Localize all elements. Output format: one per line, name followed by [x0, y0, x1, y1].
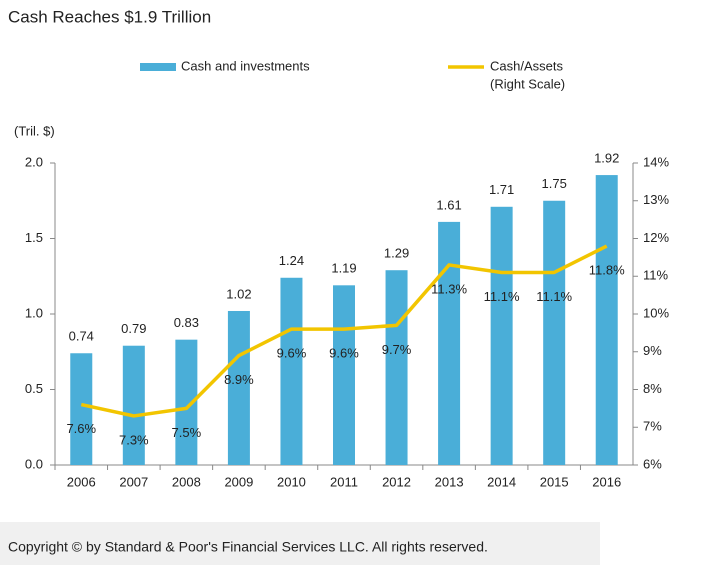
bar-value-label: 0.83: [174, 315, 199, 330]
bar-value-label: 0.79: [121, 321, 146, 336]
footer: Copyright © by Standard & Poor's Financi…: [8, 539, 488, 555]
x-tick-label: 2009: [224, 474, 253, 489]
bar: [595, 175, 618, 465]
x-tick-label: 2016: [592, 474, 621, 489]
line-value-label: 8.9%: [224, 372, 254, 387]
bar: [122, 345, 145, 465]
legend-label: Cash/Assets: [490, 58, 563, 73]
y-tick-label: 0.5: [25, 381, 43, 396]
y-tick-label: 2.0: [25, 154, 43, 169]
line-value-label: 11.3%: [431, 281, 467, 296]
line-value-label: 11.1%: [484, 289, 520, 304]
line-value-label: 7.6%: [66, 421, 96, 436]
y2-tick-label: 6%: [643, 456, 662, 471]
y2-tick-label: 11%: [643, 268, 668, 283]
bar-value-label: 1.24: [279, 253, 304, 268]
y-tick-label: 0.0: [25, 456, 43, 471]
x-tick-label: 2006: [67, 474, 96, 489]
bar: [385, 270, 408, 465]
y2-tick-label: 13%: [643, 192, 669, 207]
y-tick-label: 1.0: [25, 305, 43, 320]
line-value-label: 7.5%: [172, 425, 202, 440]
x-tick-label: 2010: [277, 474, 306, 489]
bar-value-label: 1.19: [331, 261, 356, 276]
bar-value-label: 0.74: [69, 329, 94, 344]
bar: [175, 339, 198, 465]
line-value-label: 9.7%: [382, 342, 412, 357]
x-tick-label: 2015: [540, 474, 569, 489]
x-tick-label: 2007: [119, 474, 148, 489]
footer-band: [0, 522, 600, 565]
line-value-label: 11.1%: [536, 289, 572, 304]
bar-value-label: 1.92: [594, 151, 619, 166]
y2-tick-label: 9%: [643, 343, 662, 358]
bar: [333, 285, 355, 465]
line-value-label: 11.8%: [589, 262, 625, 277]
bar-value-label: 1.71: [489, 182, 514, 197]
y2-tick-label: 8%: [643, 381, 662, 396]
legend-swatch: [140, 63, 176, 71]
bar: [70, 353, 93, 465]
line: [80, 244, 608, 418]
bar-value-label: 1.75: [542, 176, 567, 191]
bar-value-label: 1.61: [436, 197, 461, 212]
legend-note: (Right Scale): [490, 76, 565, 91]
y2-tick-label: 12%: [643, 230, 669, 245]
bar: [280, 277, 303, 465]
y-tick-label: 1.5: [25, 230, 43, 245]
y-axis-label: (Tril. $): [14, 123, 55, 138]
bar: [438, 221, 461, 465]
line-value-label: 7.3%: [119, 432, 149, 447]
x-tick-label: 2012: [382, 474, 411, 489]
x-tick-label: 2011: [330, 474, 358, 489]
line-value-label: 9.6%: [277, 346, 307, 361]
x-tick-label: 2013: [435, 474, 464, 489]
legend-label: Cash and investments: [181, 58, 310, 73]
y2-tick-label: 10%: [643, 305, 669, 320]
y2-tick-label: 14%: [643, 154, 669, 169]
bar-value-label: 1.29: [384, 246, 409, 261]
bar-value-label: 1.02: [226, 286, 251, 301]
line-value-label: 9.6%: [329, 346, 359, 361]
bar: [543, 200, 566, 465]
x-tick-label: 2008: [172, 474, 201, 489]
x-tick-label: 2014: [487, 474, 516, 489]
chart-title: Cash Reaches $1.9 Trillion: [8, 7, 211, 26]
y2-tick-label: 7%: [643, 419, 662, 434]
bar: [227, 310, 250, 465]
bar: [490, 206, 513, 466]
